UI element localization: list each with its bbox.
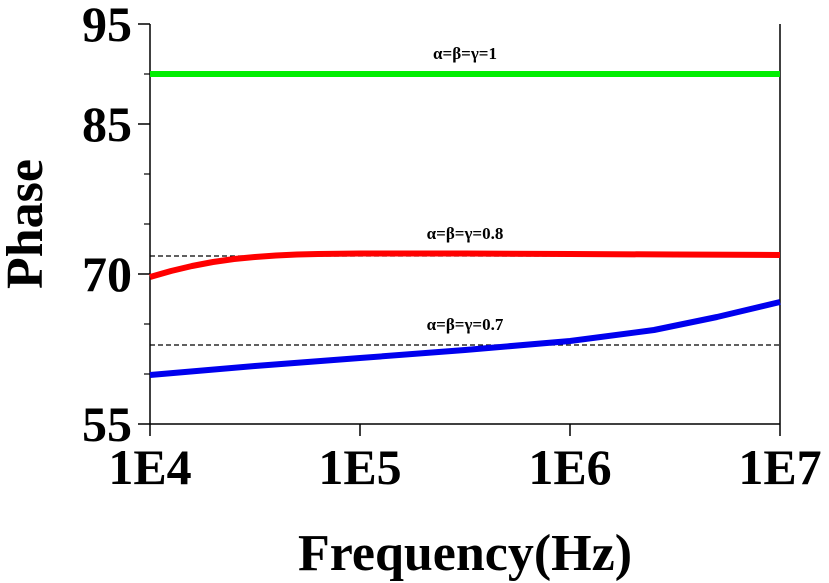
series-lines [149,71,781,378]
y-ticks: 55 70 85 95 [82,0,150,452]
x-axis-title: Frequency(Hz) [298,525,632,582]
y-axis-title: Phase [0,159,54,289]
y-minor-ticks [144,73,150,375]
series-annotation: α=β=γ=1 [433,44,497,63]
y-tick-label: 95 [82,0,132,52]
x-tick-label: 1E4 [108,439,191,495]
y-tick-label: 85 [82,96,132,152]
series-line [149,299,781,378]
series-annotation: α=β=γ=0.8 [427,224,504,243]
y-tick-label: 55 [82,396,132,452]
annotations: α=β=γ=1 α=β=γ=0.8 α=β=γ=0.7 [427,44,504,334]
y-tick-label: 70 [82,246,132,302]
x-tick-label: 1E6 [528,439,611,495]
series-annotation: α=β=γ=0.7 [427,315,504,334]
x-tick-label: 1E5 [318,439,401,495]
series-line [149,250,781,280]
x-ticks: 1E4 1E5 1E6 1E7 [108,424,822,495]
x-tick-label: 1E7 [738,439,821,495]
